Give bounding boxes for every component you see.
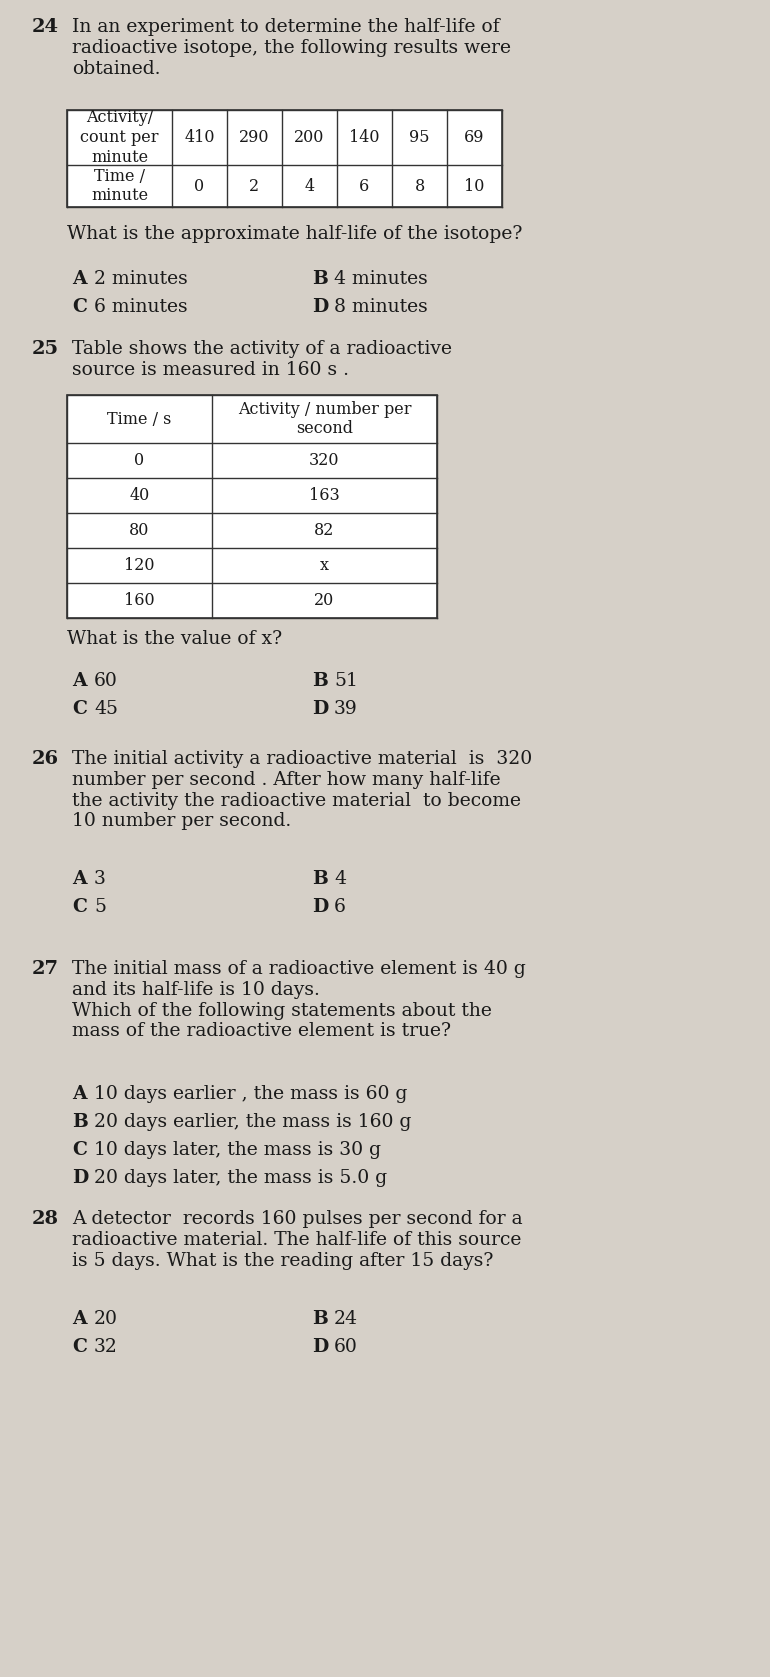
Text: 4: 4	[304, 178, 315, 195]
Text: Activity/
count per
minute: Activity/ count per minute	[80, 109, 159, 166]
Text: 0: 0	[195, 178, 205, 195]
Text: C: C	[72, 699, 87, 718]
Text: 69: 69	[464, 129, 485, 146]
Text: D: D	[312, 299, 328, 315]
Text: The initial activity a radioactive material  is  320
number per second . After h: The initial activity a radioactive mater…	[72, 750, 532, 830]
Text: 6: 6	[360, 178, 370, 195]
Bar	[67, 111, 502, 206]
Text: 39: 39	[334, 699, 358, 718]
Text: 200: 200	[294, 129, 325, 146]
Text: 10 days later, the mass is 30 g: 10 days later, the mass is 30 g	[94, 1140, 381, 1159]
Text: 3: 3	[94, 870, 106, 889]
Text: x: x	[320, 557, 329, 574]
Text: 290: 290	[239, 129, 270, 146]
Text: 60: 60	[94, 672, 118, 689]
Text: What is the approximate half-life of the isotope?: What is the approximate half-life of the…	[67, 225, 522, 243]
Text: C: C	[72, 897, 87, 916]
Text: Time /
minute: Time / minute	[91, 168, 148, 205]
Text: Time / s: Time / s	[107, 411, 172, 428]
Text: 163: 163	[309, 486, 340, 505]
Text: D: D	[72, 1169, 89, 1187]
Text: 26: 26	[32, 750, 59, 768]
Text: 95: 95	[409, 129, 430, 146]
Text: 320: 320	[310, 453, 340, 470]
Text: C: C	[72, 1140, 87, 1159]
Text: 51: 51	[334, 672, 358, 689]
Text: C: C	[72, 1338, 87, 1357]
Text: 140: 140	[350, 129, 380, 146]
Text: A: A	[72, 1310, 86, 1328]
Text: B: B	[312, 672, 328, 689]
Text: 8 minutes: 8 minutes	[334, 299, 428, 315]
Text: 28: 28	[32, 1211, 59, 1228]
Text: 410: 410	[184, 129, 215, 146]
Text: 6: 6	[334, 897, 346, 916]
Text: 2 minutes: 2 minutes	[94, 270, 188, 288]
Text: 40: 40	[129, 486, 149, 505]
Text: C: C	[72, 299, 87, 315]
Text: 160: 160	[124, 592, 155, 609]
Text: 0: 0	[135, 453, 145, 470]
Text: D: D	[312, 1338, 328, 1357]
Text: 60: 60	[334, 1338, 358, 1357]
Text: B: B	[312, 270, 328, 288]
Text: 24: 24	[334, 1310, 358, 1328]
Bar	[67, 396, 437, 619]
Text: What is the value of x?: What is the value of x?	[67, 631, 282, 647]
Text: 20: 20	[314, 592, 335, 609]
Text: 5: 5	[94, 897, 106, 916]
Text: D: D	[312, 897, 328, 916]
Text: 10 days earlier , the mass is 60 g: 10 days earlier , the mass is 60 g	[94, 1085, 407, 1103]
Text: 2: 2	[249, 178, 259, 195]
Text: 20 days earlier, the mass is 160 g: 20 days earlier, the mass is 160 g	[94, 1114, 411, 1130]
Text: A: A	[72, 672, 86, 689]
Text: 32: 32	[94, 1338, 118, 1357]
Text: 4: 4	[334, 870, 346, 889]
Text: A: A	[72, 870, 86, 889]
Text: 8: 8	[414, 178, 424, 195]
Text: A: A	[72, 270, 86, 288]
Text: 45: 45	[94, 699, 118, 718]
Text: 20 days later, the mass is 5.0 g: 20 days later, the mass is 5.0 g	[94, 1169, 387, 1187]
Text: 80: 80	[129, 522, 149, 538]
Text: A detector  records 160 pulses per second for a
radioactive material. The half-l: A detector records 160 pulses per second…	[72, 1211, 523, 1269]
Text: 27: 27	[32, 959, 59, 978]
Text: 6 minutes: 6 minutes	[94, 299, 188, 315]
Text: 24: 24	[32, 18, 59, 35]
Text: 20: 20	[94, 1310, 118, 1328]
Text: 4 minutes: 4 minutes	[334, 270, 428, 288]
Text: Table shows the activity of a radioactive
source is measured in 160 s .: Table shows the activity of a radioactiv…	[72, 340, 452, 379]
Text: 82: 82	[314, 522, 335, 538]
Text: 25: 25	[32, 340, 59, 357]
Text: The initial mass of a radioactive element is 40 g
and its half-life is 10 days.
: The initial mass of a radioactive elemen…	[72, 959, 526, 1040]
Text: Activity / number per
second: Activity / number per second	[238, 401, 411, 438]
Text: 120: 120	[124, 557, 155, 574]
Text: B: B	[312, 1310, 328, 1328]
Text: D: D	[312, 699, 328, 718]
Text: B: B	[312, 870, 328, 889]
Text: B: B	[72, 1114, 88, 1130]
Text: A: A	[72, 1085, 86, 1103]
Text: 10: 10	[464, 178, 484, 195]
Text: In an experiment to determine the half-life of
radioactive isotope, the followin: In an experiment to determine the half-l…	[72, 18, 511, 77]
